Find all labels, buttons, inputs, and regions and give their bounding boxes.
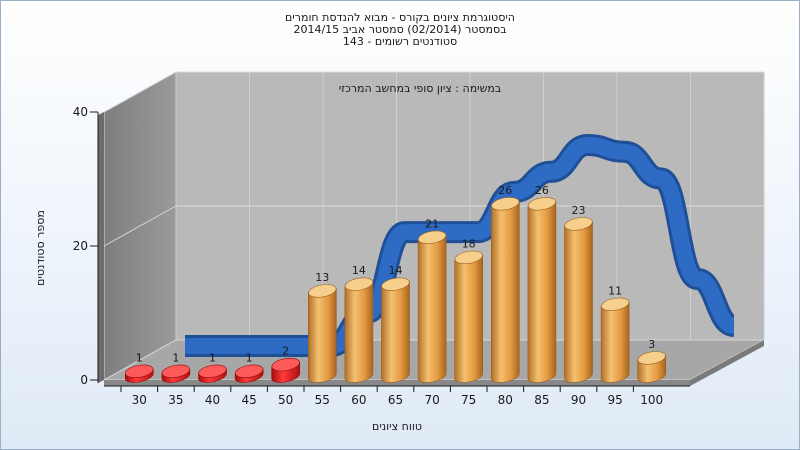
bar-body-55 xyxy=(308,288,337,383)
left-wall-edge xyxy=(98,112,104,383)
bar-top-85 xyxy=(527,197,557,211)
bar-100 xyxy=(637,351,666,383)
chart-title-line-1: היסטוגרמת ציונים בקורס - מבוא להנדסת חומ… xyxy=(285,11,515,24)
data-label-50: 2 xyxy=(282,345,289,358)
bar-70 xyxy=(417,230,447,383)
x-axis: 30 35 40 45 50 55 60 65 70 75 80 85 90 95 100 xyxy=(104,385,690,407)
bar-60 xyxy=(344,277,374,383)
data-label-100: 3 xyxy=(648,338,655,351)
x-tick-label-60: 60 xyxy=(351,393,366,407)
x-tick-label-85: 85 xyxy=(534,393,549,407)
bar-top-75 xyxy=(454,250,483,265)
y-tick-label-0: 0 xyxy=(80,373,88,387)
data-label-95: 11 xyxy=(608,284,622,297)
data-label-40: 1 xyxy=(209,351,216,364)
data-label-85: 26 xyxy=(535,184,549,197)
bar-body-85 xyxy=(527,200,557,383)
bar-top-80 xyxy=(491,197,520,211)
x-tick-label-30: 30 xyxy=(132,393,147,407)
data-label-35: 1 xyxy=(172,351,179,364)
x-tick-label-100: 100 xyxy=(640,393,663,407)
bar-body-80 xyxy=(491,200,520,383)
data-label-30: 1 xyxy=(136,351,143,364)
data-label-65: 14 xyxy=(389,264,403,277)
bar-85 xyxy=(527,197,557,383)
trend-curve-band xyxy=(185,137,737,354)
bar-65 xyxy=(381,277,410,383)
data-label-80: 26 xyxy=(498,184,512,197)
floor-right-edge xyxy=(690,340,764,386)
bar-top-100 xyxy=(637,351,666,365)
bar-body-90 xyxy=(564,221,593,383)
bar-body-75 xyxy=(454,254,483,383)
bar-top-40 xyxy=(198,364,227,378)
bar-body-95 xyxy=(600,301,630,383)
bar-95 xyxy=(600,297,630,383)
bar-top-95 xyxy=(600,297,630,311)
bar-top-55 xyxy=(308,284,337,298)
bar-55 xyxy=(308,284,337,383)
x-tick-label-70: 70 xyxy=(424,393,439,407)
gridline-left-20 xyxy=(103,205,177,247)
chart-title-line-3: סטודנטים רשומים - 143 xyxy=(342,35,458,48)
y-tick-label-20: 20 xyxy=(73,239,88,253)
data-label-60: 14 xyxy=(352,264,366,277)
bar-top-50 xyxy=(271,357,300,372)
bar-75 xyxy=(454,250,483,383)
trend-curve xyxy=(185,134,737,357)
x-tick-label-35: 35 xyxy=(168,393,183,407)
bar-top-60 xyxy=(344,277,374,291)
chart-title-line-2: בסמסטר (02/2014) סמסטר אביב 2014/15 xyxy=(293,23,507,36)
x-tick-label-50: 50 xyxy=(278,393,293,407)
x-tick-label-55: 55 xyxy=(315,393,330,407)
x-tick-label-95: 95 xyxy=(607,393,622,407)
bars xyxy=(125,197,666,383)
data-label-75: 18 xyxy=(462,237,476,250)
x-tick-label-80: 80 xyxy=(498,393,513,407)
x-tick-label-90: 90 xyxy=(571,393,586,407)
bar-top-35 xyxy=(161,364,191,378)
data-label-70: 21 xyxy=(425,217,439,230)
bar-top-45 xyxy=(234,364,264,378)
bar-80 xyxy=(491,197,520,383)
bar-top-30 xyxy=(125,364,154,378)
x-axis-label: טווח ציונים xyxy=(372,420,422,433)
bar-35 xyxy=(161,364,191,383)
bar-top-90 xyxy=(564,217,593,231)
bar-30 xyxy=(125,364,154,383)
data-label-55: 13 xyxy=(315,271,329,284)
gridline-left-40 xyxy=(103,71,177,113)
bar-50 xyxy=(271,357,300,383)
y-tick-label-40: 40 xyxy=(73,105,88,119)
x-tick-label-65: 65 xyxy=(388,393,403,407)
x-tick-label-45: 45 xyxy=(241,393,256,407)
bar-40 xyxy=(198,364,227,383)
bar-body-70 xyxy=(417,234,447,383)
data-label-45: 1 xyxy=(246,351,253,364)
y-axis: 0 20 40 xyxy=(73,105,99,387)
x-tick-label-40: 40 xyxy=(205,393,220,407)
data-label-90: 23 xyxy=(572,204,586,217)
chart-subtitle: במשימה : ציון סופי במחשב המרכזי xyxy=(339,82,502,95)
x-tick-label-75: 75 xyxy=(461,393,476,407)
bar-top-65 xyxy=(381,277,410,291)
bar-top-70 xyxy=(417,230,447,244)
y-axis-label: מספר סטודנטים xyxy=(34,210,47,286)
bar-90 xyxy=(564,217,593,383)
bar-body-65 xyxy=(381,281,410,383)
bar-body-60 xyxy=(344,281,374,383)
bar-45 xyxy=(234,364,264,383)
